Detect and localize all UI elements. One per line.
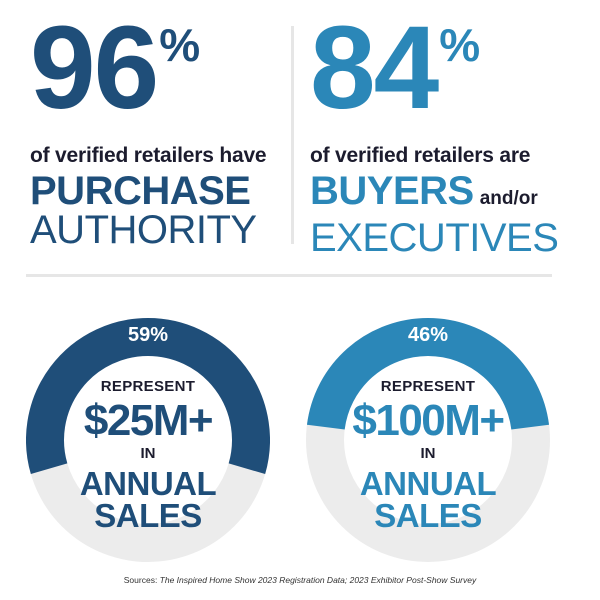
stat-description: of verified retailers are [310,144,531,167]
donut-ring [26,318,270,562]
donut-percent-label: 46% [407,324,449,346]
stat-big-number: 84 % [310,2,570,134]
sources-text: The Inspired Home Show 2023 Registration… [159,575,477,585]
donut-represent: REPRESENT [380,378,476,395]
donut-annual: ANNUAL [359,465,497,502]
stat-number: 84 [310,2,439,134]
donut-amount: $25M+ [83,396,214,445]
donut-ring [306,318,550,562]
donut-in: IN [420,445,436,462]
stat-subhighlight: EXECUTIVES [310,216,559,260]
stat-number: 96 [30,2,159,134]
stat-percent-sign: % [159,19,201,71]
stat-highlight-suffix: and/or [479,188,538,209]
donut-100m: 46% REPRESENT $100M+ IN ANNUAL SALES [306,318,550,562]
stat-highlight: BUYERS and/or [310,169,570,218]
donut-in: IN [140,445,156,462]
donut-arc [26,318,270,475]
stat-purchase-authority: 96 % of verified retailers have PURCHASE… [30,2,280,252]
vertical-divider [291,26,294,244]
donut-percent-label: 59% [127,324,169,346]
stat-description: of verified retailers have [30,144,267,167]
donut-represent: REPRESENT [100,378,196,395]
donut-center: REPRESENT $25M+ IN ANNUAL SALES [26,378,270,532]
donut-sales: SALES [374,497,482,534]
stat-highlight-word: BUYERS [310,169,474,213]
stat-subhighlight: AUTHORITY [30,208,257,252]
sources-footnote: Sources: The Inspired Home Show 2023 Reg… [0,575,600,585]
stat-percent-sign: % [439,19,481,71]
donut-center: REPRESENT $100M+ IN ANNUAL SALES [306,378,550,532]
stat-big-number: 96 % [30,2,280,134]
horizontal-divider [26,274,552,277]
donut-sales: SALES [94,497,202,534]
sources-prefix: Sources: [123,575,160,585]
donut-25m: 59% REPRESENT $25M+ IN ANNUAL SALES [26,318,270,562]
stat-highlight: PURCHASE [30,169,251,213]
donut-annual: ANNUAL [79,465,217,502]
stat-buyers-executives: 84 % of verified retailers are BUYERS and… [310,2,570,260]
donut-arc [306,318,550,430]
donut-amount: $100M+ [352,396,505,445]
